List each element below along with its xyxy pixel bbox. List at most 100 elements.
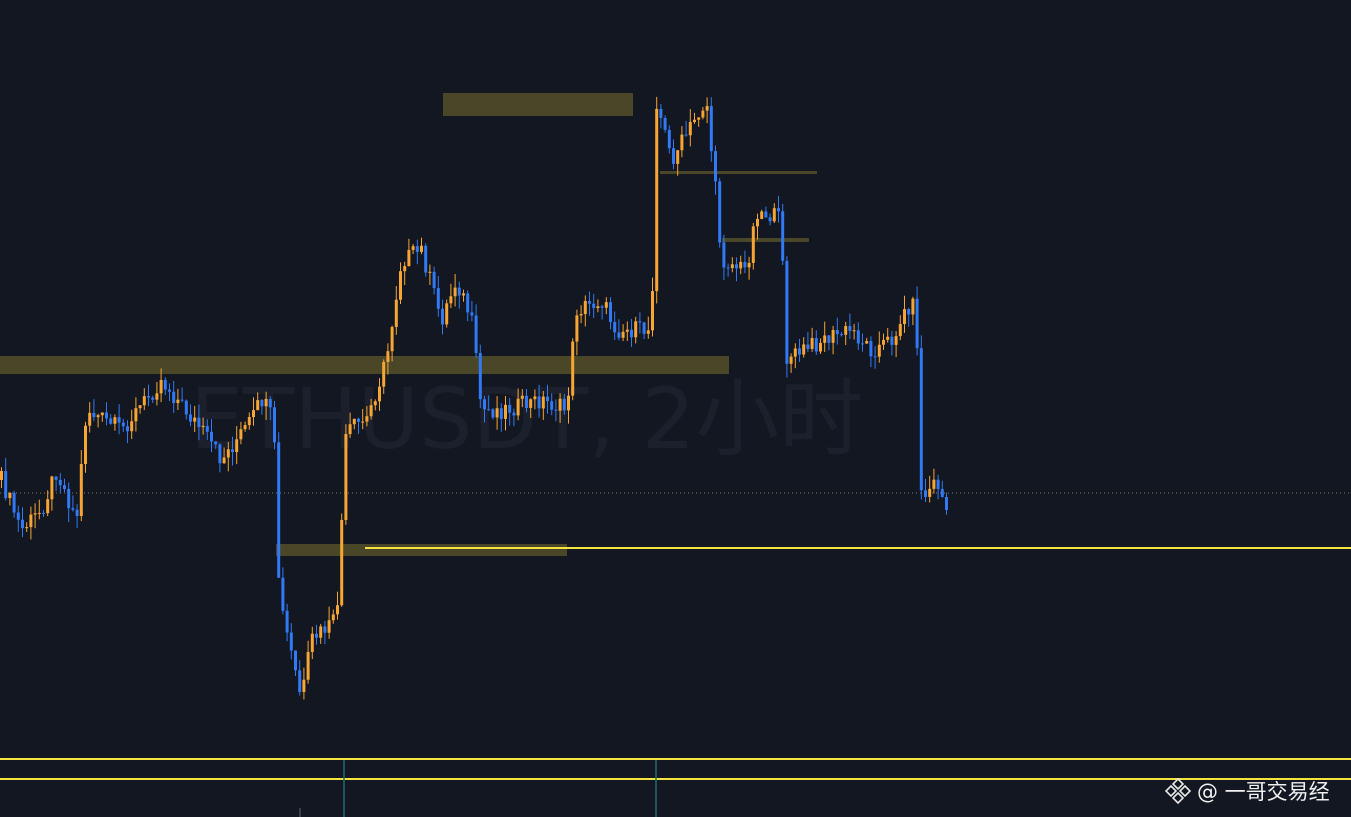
candle-body bbox=[428, 271, 432, 273]
candle-body bbox=[919, 348, 923, 491]
candle-body bbox=[735, 264, 738, 269]
candle-body bbox=[16, 512, 20, 520]
candle-body bbox=[352, 418, 356, 425]
candle-body bbox=[138, 405, 142, 409]
candle-body bbox=[936, 479, 940, 490]
candle-body bbox=[264, 398, 268, 407]
candle-body bbox=[231, 449, 234, 453]
candle-body bbox=[121, 422, 125, 427]
candle-body bbox=[189, 414, 192, 422]
candle-body bbox=[256, 400, 260, 411]
candle-body bbox=[441, 308, 444, 325]
candle-body bbox=[491, 409, 495, 418]
candle-body bbox=[75, 509, 79, 516]
candle-body bbox=[655, 108, 659, 292]
candle-body bbox=[54, 476, 58, 480]
candle-body bbox=[798, 348, 801, 355]
candle-body bbox=[701, 110, 705, 118]
candle-body bbox=[12, 493, 16, 513]
zone bbox=[0, 356, 729, 374]
candle-body bbox=[516, 398, 520, 416]
candle-body bbox=[331, 614, 335, 621]
candle-body bbox=[155, 393, 159, 400]
candle-body bbox=[558, 398, 562, 411]
candle-body bbox=[214, 441, 218, 445]
candle-body bbox=[810, 338, 814, 349]
candle-body bbox=[684, 134, 688, 136]
candle-body bbox=[823, 335, 827, 343]
candle-body bbox=[323, 626, 327, 633]
candle-body bbox=[369, 405, 373, 417]
candle-body bbox=[844, 326, 848, 335]
candle-body bbox=[470, 312, 474, 316]
candle-body bbox=[92, 412, 96, 418]
candle-body bbox=[4, 471, 8, 499]
candle-body bbox=[453, 287, 457, 297]
candle-body bbox=[0, 471, 3, 480]
candle-body bbox=[109, 418, 113, 424]
candle-body bbox=[672, 148, 675, 164]
candle-body bbox=[550, 401, 554, 410]
candle-body bbox=[478, 352, 482, 400]
candle-body bbox=[613, 322, 617, 333]
candle-body bbox=[709, 106, 713, 152]
candle-body bbox=[924, 490, 927, 497]
candle-body bbox=[457, 287, 461, 296]
candle-body bbox=[609, 302, 612, 323]
candle-body bbox=[168, 389, 171, 392]
candle-body bbox=[772, 208, 776, 222]
candle-body bbox=[21, 519, 24, 529]
candle-body bbox=[25, 527, 29, 529]
candle-body bbox=[529, 399, 533, 408]
candle-body bbox=[596, 306, 600, 309]
candle-body bbox=[546, 396, 549, 402]
candle-body bbox=[663, 118, 667, 130]
candle-body bbox=[357, 418, 360, 422]
candle-body bbox=[235, 439, 239, 453]
candle-body bbox=[193, 417, 197, 422]
candle-body bbox=[579, 314, 583, 316]
candles bbox=[0, 96, 948, 700]
candle-body bbox=[865, 341, 869, 344]
candle-body bbox=[667, 129, 671, 149]
candle-body bbox=[789, 356, 793, 364]
candle-body bbox=[827, 335, 831, 343]
candle-body bbox=[634, 321, 638, 338]
candle-body bbox=[768, 217, 772, 222]
candle-body bbox=[310, 633, 314, 652]
candle-body bbox=[243, 425, 247, 430]
candle-body bbox=[147, 396, 150, 398]
candle-body bbox=[390, 326, 394, 352]
candle-body bbox=[252, 410, 255, 418]
candle-body bbox=[630, 329, 633, 338]
candle-body bbox=[621, 331, 625, 338]
candle-body bbox=[777, 208, 780, 212]
candle-body bbox=[71, 508, 75, 510]
candle-body bbox=[781, 211, 785, 261]
candle-body bbox=[520, 395, 524, 399]
candle-body bbox=[877, 344, 881, 357]
candle-body bbox=[205, 425, 209, 432]
candle-body bbox=[688, 121, 692, 136]
candle-body bbox=[642, 322, 646, 334]
candle-body bbox=[659, 108, 663, 119]
candle-body bbox=[625, 329, 629, 332]
candle-body bbox=[856, 330, 860, 344]
candle-body bbox=[525, 395, 528, 408]
candle-body bbox=[315, 633, 318, 638]
candle-body bbox=[743, 261, 747, 268]
candle-body bbox=[722, 242, 726, 268]
candle-body bbox=[617, 332, 621, 338]
zone bbox=[276, 544, 567, 556]
candle-body bbox=[361, 421, 365, 423]
candle-body bbox=[222, 457, 226, 464]
candle-body bbox=[382, 361, 386, 387]
candle-body bbox=[260, 400, 264, 407]
candle-body bbox=[726, 267, 730, 269]
candle-body bbox=[306, 651, 310, 680]
candle-body bbox=[714, 151, 717, 182]
candle-body bbox=[554, 409, 558, 411]
candle-body bbox=[403, 266, 407, 272]
